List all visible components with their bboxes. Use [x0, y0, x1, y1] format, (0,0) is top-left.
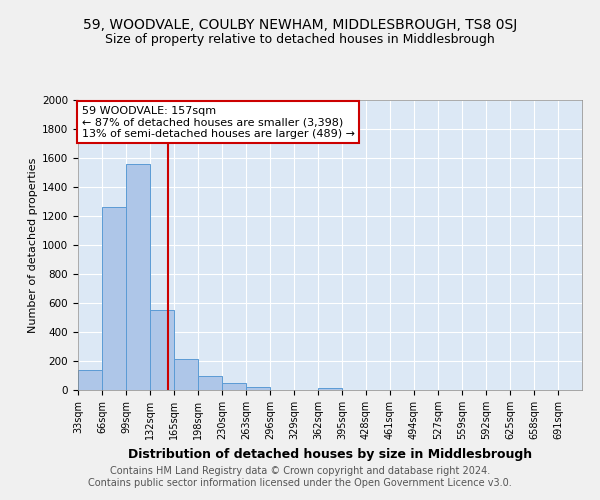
Bar	[174, 359, 198, 390]
Y-axis label: Number of detached properties: Number of detached properties	[28, 158, 38, 332]
Bar	[78, 370, 102, 390]
X-axis label: Distribution of detached houses by size in Middlesbrough: Distribution of detached houses by size …	[128, 448, 532, 460]
Bar	[246, 388, 270, 390]
Bar	[150, 310, 174, 390]
Bar	[222, 383, 246, 390]
Text: Size of property relative to detached houses in Middlesbrough: Size of property relative to detached ho…	[105, 32, 495, 46]
Bar	[198, 376, 222, 390]
Text: Contains HM Land Registry data © Crown copyright and database right 2024.
Contai: Contains HM Land Registry data © Crown c…	[88, 466, 512, 487]
Bar	[126, 164, 150, 390]
Bar	[318, 388, 342, 390]
Text: 59, WOODVALE, COULBY NEWHAM, MIDDLESBROUGH, TS8 0SJ: 59, WOODVALE, COULBY NEWHAM, MIDDLESBROU…	[83, 18, 517, 32]
Bar	[102, 206, 126, 390]
Text: 59 WOODVALE: 157sqm
← 87% of detached houses are smaller (3,398)
13% of semi-det: 59 WOODVALE: 157sqm ← 87% of detached ho…	[82, 106, 355, 139]
